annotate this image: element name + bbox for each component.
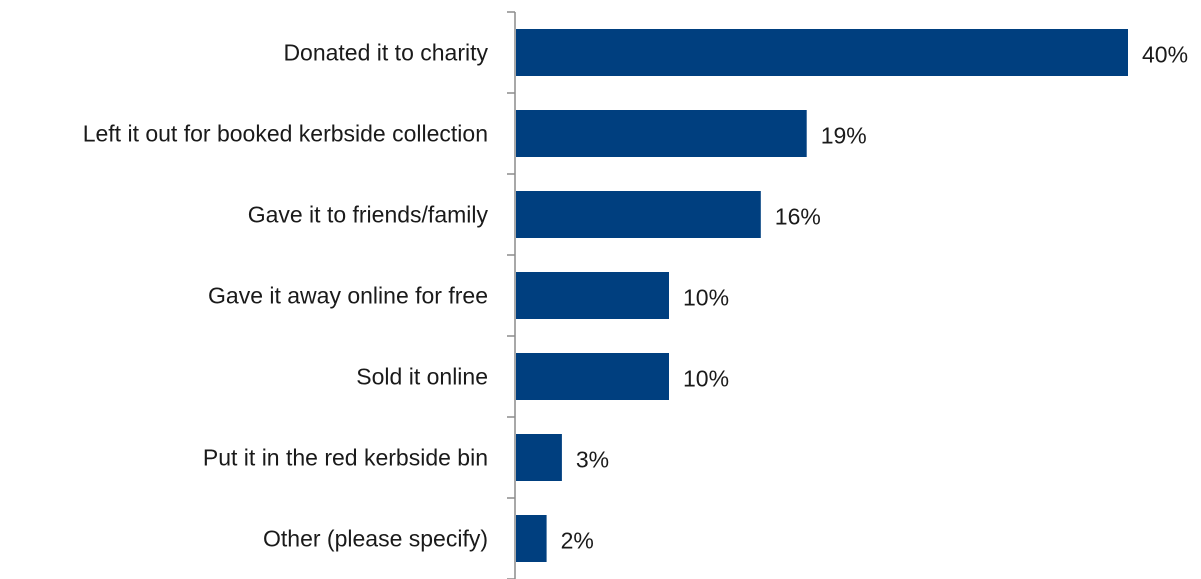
bar-value-label: 16%	[775, 204, 821, 230]
bar	[516, 272, 669, 319]
category-label: Put it in the red kerbside bin	[203, 445, 488, 471]
bar	[516, 434, 562, 481]
value-labels-group: 40% 19% 16% 10% 10% 3% 2%	[561, 42, 1188, 554]
category-labels-group: Donated it to charity Left it out for boo…	[83, 40, 489, 552]
bar-value-label: 40%	[1142, 42, 1188, 68]
category-label: Sold it online	[356, 364, 488, 390]
category-label: Donated it to charity	[283, 40, 488, 66]
category-label: Gave it to friends/family	[248, 202, 489, 228]
category-label: Left it out for booked kerbside collecti…	[83, 121, 488, 147]
bar-value-label: 10%	[683, 366, 729, 392]
category-label: Gave it away online for free	[208, 283, 488, 309]
bar-value-label: 19%	[821, 123, 867, 149]
bar	[516, 110, 807, 157]
bar-value-label: 10%	[683, 285, 729, 311]
bar-value-label: 3%	[576, 447, 609, 473]
bar	[516, 515, 547, 562]
bar	[516, 353, 669, 400]
bar	[516, 29, 1128, 76]
bar-value-label: 2%	[561, 528, 594, 554]
category-label: Other (please specify)	[263, 526, 488, 552]
bar	[516, 191, 761, 238]
y-axis	[507, 11, 516, 579]
bars-group	[516, 29, 1128, 562]
